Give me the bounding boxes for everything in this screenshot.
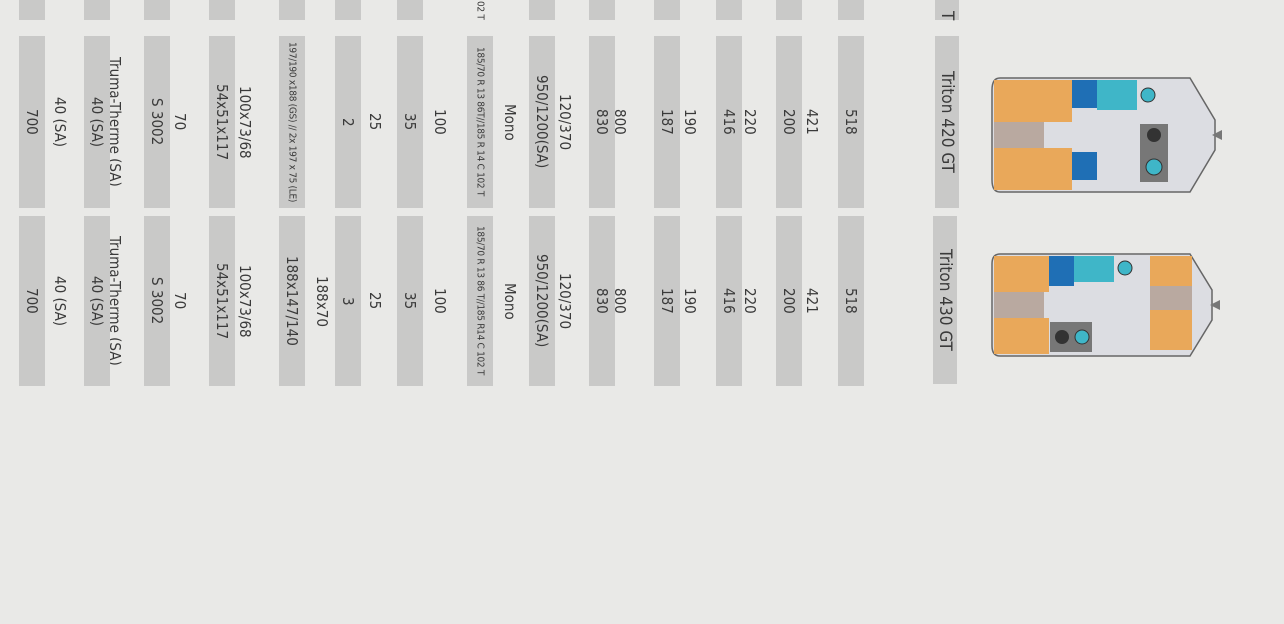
table-cell: 185/70 R 13 86T//185 R 14 C 102 T [467, 36, 493, 208]
table-cell: Truma-Therme (SA) [106, 57, 124, 187]
table-cell: 25 [366, 113, 384, 131]
table-cell: 200 [776, 36, 802, 208]
table-cell: 40 (SA) [84, 36, 110, 208]
header-triton-420-gt: Triton 420 GT [935, 36, 959, 208]
previous-column-cell [589, 0, 615, 20]
previous-column-cell [144, 0, 170, 20]
table-cell: 700 [19, 36, 45, 208]
previous-column-cell [716, 0, 742, 20]
table-cell: 54x51x117 [209, 36, 235, 208]
table-cell: 100x73/68 [236, 264, 254, 338]
previous-column-cell [397, 0, 423, 20]
table-cell: 421 [803, 288, 821, 314]
previous-column-cell [776, 0, 802, 20]
table-cell: 518 [838, 36, 864, 208]
previous-column-cell: 02 T [474, 1, 486, 20]
table-cell: 25 [366, 292, 384, 310]
table-cell: 187 [654, 216, 680, 386]
table-cell: 197/190 x188 (GS) // 2x 197 x 75 (LE) [279, 36, 305, 208]
previous-column-cell [279, 0, 305, 20]
previous-column-cell [19, 0, 45, 20]
table-cell: 100 [431, 288, 449, 314]
table-cell: 100 [431, 109, 449, 135]
table-cell: 40 (SA) [51, 275, 69, 327]
table-cell: 188x147/140 [279, 216, 305, 386]
table-cell: 54x51x117 [209, 216, 235, 386]
previous-column-cell [209, 0, 235, 20]
table-cell: Mono [501, 282, 519, 320]
table-cell: 220 [741, 109, 759, 135]
table-cell: 70 [171, 113, 189, 131]
table-cell: 35 [397, 216, 423, 386]
table-cell: 190 [681, 288, 699, 314]
header-partial: T [935, 0, 959, 20]
table-cell: 700 [19, 216, 45, 386]
table-cell: 100x73/68 [236, 85, 254, 159]
table-cell: 40 (SA) [84, 216, 110, 386]
table-cell: 120/370 [556, 272, 574, 330]
table-cell: S 3002 [144, 36, 170, 208]
table-cell: 950/1200(SA) [529, 216, 555, 386]
previous-column-cell [529, 0, 555, 20]
table-cell: 187 [654, 36, 680, 208]
floorplan-triton-420-gt [991, 77, 1222, 193]
table-cell: S 3002 [144, 216, 170, 386]
table-cell: 421 [803, 109, 821, 135]
table-cell: 830 [589, 216, 615, 386]
table-cell: 950/1200(SA) [529, 36, 555, 208]
table-cell: 800 [611, 109, 629, 135]
table-cell: 518 [838, 216, 864, 386]
table-cell: 2 [335, 36, 361, 208]
table-cell: 185/70 R 13 86 T//185 R14 C 102 T [467, 216, 493, 386]
table-cell: Mono [501, 103, 519, 141]
table-cell: 416 [716, 216, 742, 386]
previous-column-cell [654, 0, 680, 20]
table-cell: 220 [741, 288, 759, 314]
table-cell: 35 [397, 36, 423, 208]
header-triton-430-gt: Triton 430 GT [933, 216, 957, 384]
table-cell: 190 [681, 109, 699, 135]
table-cell: 416 [716, 36, 742, 208]
table-cell: 120/370 [556, 93, 574, 151]
previous-column-cell [335, 0, 361, 20]
floorplan-triton-430-gt [991, 253, 1220, 357]
table-cell: 188x70 [313, 275, 331, 327]
table-cell: Truma-Therme (SA) [106, 236, 124, 366]
table-cell: 800 [611, 288, 629, 314]
table-cell: 70 [171, 292, 189, 310]
previous-column-cell [838, 0, 864, 20]
table-cell: 40 (SA) [51, 96, 69, 148]
table-cell: 3 [335, 216, 361, 386]
previous-column-cell [84, 0, 110, 20]
table-cell: 200 [776, 216, 802, 386]
table-cell: 830 [589, 36, 615, 208]
